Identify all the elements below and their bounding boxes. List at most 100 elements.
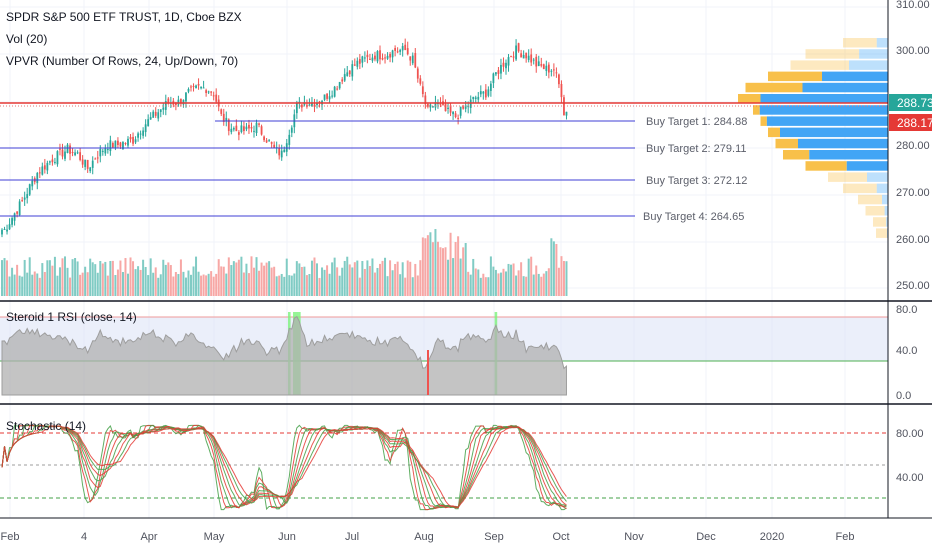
candle-body bbox=[144, 124, 147, 133]
volume-bar bbox=[111, 260, 114, 296]
volume-bar bbox=[106, 275, 109, 296]
volume-bar bbox=[48, 260, 51, 296]
candle-body bbox=[106, 149, 109, 151]
y-tick-280: 280.00 bbox=[896, 140, 930, 152]
target-label-4: Buy Target 4: 264.65 bbox=[643, 211, 744, 223]
candle-body bbox=[210, 91, 213, 93]
current-price-badge bbox=[889, 114, 932, 131]
volume-bar bbox=[565, 261, 568, 296]
candle-body bbox=[311, 102, 313, 107]
volume-bar bbox=[472, 258, 475, 296]
candle-body bbox=[187, 89, 190, 92]
current-price-badge-text: 288.17 bbox=[897, 116, 932, 130]
volume-bar bbox=[51, 265, 54, 296]
candle-body bbox=[479, 91, 482, 95]
volume-bar bbox=[298, 263, 301, 296]
x-tick-label: Sep bbox=[484, 531, 504, 543]
candle-body bbox=[260, 126, 263, 135]
volume-bar bbox=[283, 276, 286, 296]
volume-bar bbox=[416, 275, 419, 296]
candle-body bbox=[547, 64, 550, 73]
stoch-tick-80: 80.00 bbox=[896, 428, 924, 440]
candle-body bbox=[48, 161, 51, 163]
volume-bar bbox=[104, 261, 107, 296]
volume-bar bbox=[540, 276, 543, 296]
candle-body bbox=[384, 57, 386, 59]
candle-body bbox=[434, 102, 437, 108]
volume-bar bbox=[484, 277, 487, 296]
volume-bar bbox=[288, 275, 291, 296]
x-tick-label: May bbox=[204, 531, 225, 543]
candle-body bbox=[23, 197, 26, 200]
volume-bar bbox=[137, 266, 140, 296]
candle-body bbox=[399, 49, 402, 52]
volume-bar bbox=[245, 263, 248, 296]
volume-bar bbox=[326, 265, 329, 296]
volume-bar bbox=[255, 257, 258, 296]
candle-body bbox=[61, 149, 64, 157]
volume-bar bbox=[99, 260, 102, 296]
candle-body bbox=[363, 57, 366, 59]
candle-body bbox=[288, 134, 291, 145]
candle-body bbox=[522, 54, 525, 59]
x-tick-label: Nov bbox=[624, 531, 644, 543]
vpvr-row-down bbox=[760, 94, 888, 104]
time-axis[interactable]: Feb 4 Apr May Jun Jul Aug Sep Oct Nov Dec 2020 Feb bbox=[1, 531, 855, 543]
x-tick-label: Feb bbox=[836, 531, 855, 543]
volume-bar bbox=[43, 271, 46, 296]
volume-bar bbox=[240, 256, 243, 296]
volume-bar bbox=[376, 267, 379, 296]
volume-bar bbox=[220, 266, 223, 296]
volume-bars bbox=[1, 229, 568, 296]
volume-bar bbox=[21, 276, 24, 296]
candle-body bbox=[505, 62, 507, 69]
candle-body bbox=[318, 101, 321, 103]
volume-bar bbox=[454, 241, 457, 296]
candle-body bbox=[361, 56, 364, 63]
vpvr-row-up bbox=[873, 217, 887, 227]
candle-body bbox=[487, 89, 490, 96]
candle-body bbox=[258, 123, 260, 125]
volume-bar bbox=[431, 242, 434, 296]
candle-body bbox=[338, 81, 341, 89]
volume-bar bbox=[134, 269, 137, 296]
candle-body bbox=[71, 152, 74, 154]
volume-bar bbox=[41, 263, 44, 296]
candle-body bbox=[16, 211, 19, 214]
candle-body bbox=[114, 140, 117, 149]
candle-body bbox=[454, 113, 457, 117]
y-tick-300: 300.00 bbox=[896, 45, 930, 57]
volume-bar bbox=[200, 275, 203, 296]
target-label-1: Buy Target 1: 284.88 bbox=[646, 116, 747, 128]
candle-body bbox=[429, 104, 432, 108]
candle-body bbox=[46, 162, 49, 171]
x-tick-label: 4 bbox=[81, 531, 87, 543]
volume-bar bbox=[474, 268, 477, 296]
volume-bar bbox=[512, 263, 515, 296]
volume-bar bbox=[164, 264, 167, 296]
volume-bar bbox=[358, 277, 361, 296]
volume-bar bbox=[295, 261, 298, 296]
candle-body bbox=[180, 98, 182, 104]
volume-bar bbox=[232, 261, 235, 296]
volume-bar bbox=[494, 269, 497, 296]
candle-body bbox=[376, 51, 379, 62]
stoch-ribbon-line bbox=[1, 425, 567, 509]
volume-bar bbox=[532, 274, 535, 296]
x-tick-label: Aug bbox=[414, 531, 434, 543]
volume-bar bbox=[265, 262, 268, 296]
candle-body bbox=[464, 105, 467, 109]
volume-bar bbox=[457, 236, 460, 296]
candle-body bbox=[117, 140, 119, 145]
price-axis[interactable]: 310.00 300.00 280.00 270.00 260.00 250.0… bbox=[887, 0, 932, 518]
candle-body bbox=[323, 94, 326, 100]
volume-bar bbox=[414, 263, 417, 296]
candle-body bbox=[517, 43, 520, 52]
volume-bar bbox=[205, 275, 208, 296]
candle-body bbox=[265, 140, 268, 143]
volume-bar bbox=[562, 260, 565, 296]
volume-bar bbox=[305, 275, 308, 296]
volume-bar bbox=[270, 267, 273, 296]
volume-bar bbox=[114, 275, 117, 296]
candle-body bbox=[530, 54, 533, 63]
